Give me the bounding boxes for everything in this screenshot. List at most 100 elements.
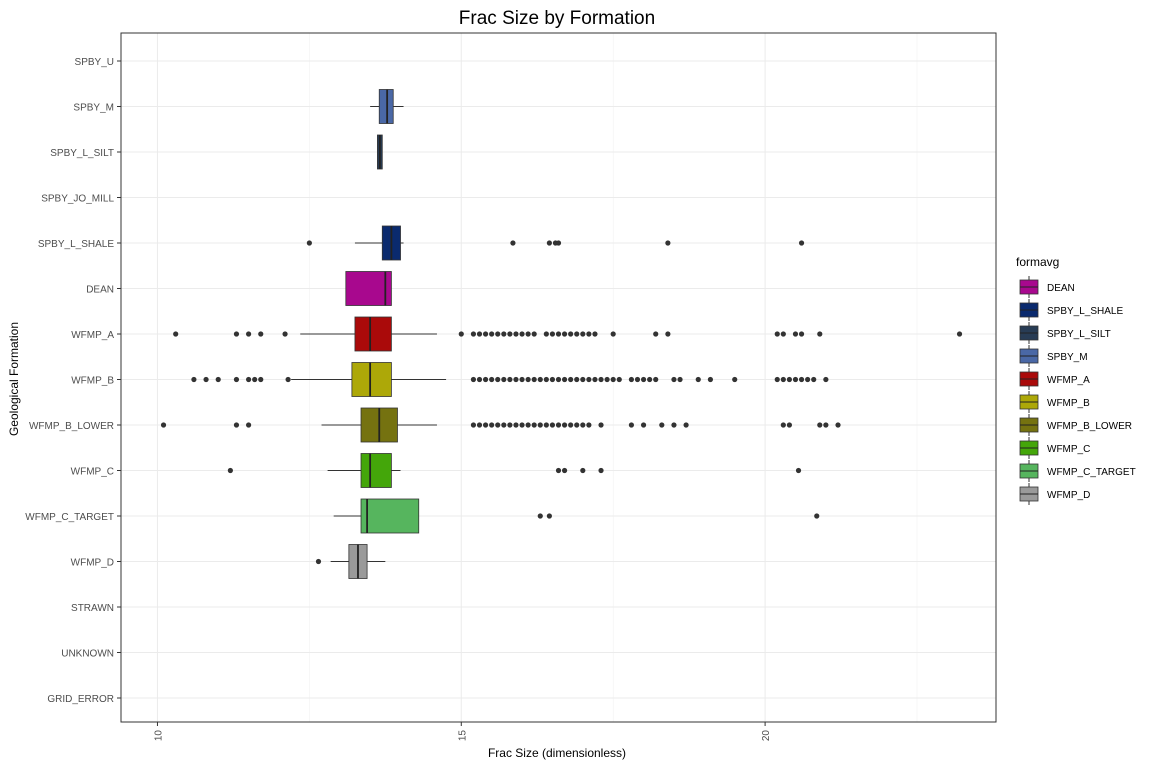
outlier-point bbox=[482, 422, 489, 428]
outlier-point bbox=[568, 376, 574, 383]
outlier-point bbox=[191, 376, 197, 383]
outlier-point bbox=[495, 376, 501, 383]
outlier-point bbox=[604, 376, 610, 383]
outlier-point bbox=[610, 376, 616, 383]
box-iqr bbox=[354, 316, 392, 352]
outlier-point bbox=[561, 376, 568, 383]
outlier-point bbox=[598, 467, 604, 474]
outlier-point bbox=[805, 376, 811, 383]
outlier-point bbox=[811, 376, 817, 383]
x-tick-label: 20 bbox=[761, 730, 772, 742]
outlier-point bbox=[252, 376, 258, 383]
outlier-point bbox=[306, 240, 312, 246]
outlier-point bbox=[315, 558, 322, 565]
outlier-point bbox=[519, 422, 525, 428]
outlier-point bbox=[531, 376, 537, 383]
y-tick-label: SPBY_U bbox=[75, 57, 114, 68]
outlier-point bbox=[653, 331, 659, 337]
outlier-point bbox=[653, 376, 659, 383]
outlier-point bbox=[489, 331, 495, 337]
outlier-point bbox=[732, 376, 738, 383]
y-tick-label: UNKNOWN bbox=[61, 649, 114, 660]
outlier-point bbox=[258, 376, 264, 383]
legend-item: SPBY_L_SHALE bbox=[1019, 299, 1123, 321]
outlier-point bbox=[501, 422, 507, 428]
outlier-point bbox=[665, 331, 671, 337]
outlier-point bbox=[546, 240, 552, 246]
outlier-point bbox=[470, 331, 477, 337]
legend-item: DEAN bbox=[1019, 276, 1075, 298]
outlier-point bbox=[233, 376, 240, 383]
outlier-point bbox=[537, 376, 543, 383]
outlier-point bbox=[233, 331, 240, 337]
outlier-point bbox=[616, 376, 622, 383]
legend-label: WFMP_C_TARGET bbox=[1047, 467, 1136, 478]
outlier-point bbox=[561, 422, 568, 428]
outlier-point bbox=[476, 376, 483, 383]
outlier-point bbox=[233, 422, 240, 428]
outlier-point bbox=[555, 376, 562, 383]
legend-label: WFMP_B bbox=[1047, 398, 1090, 409]
y-tick-label: WFMP_C bbox=[71, 467, 114, 478]
y-tick-label: SPBY_M bbox=[73, 103, 114, 114]
box-wfmp-c-target bbox=[333, 498, 820, 534]
outlier-point bbox=[780, 422, 786, 428]
outlier-point bbox=[640, 422, 647, 428]
legend-item: SPBY_M bbox=[1019, 345, 1088, 367]
outlier-point bbox=[592, 331, 598, 337]
outlier-point bbox=[470, 422, 477, 428]
x-axis-label: Frac Size (dimensionless) bbox=[488, 746, 626, 760]
outlier-point bbox=[665, 240, 671, 246]
chart-title: Frac Size by Formation bbox=[459, 8, 655, 29]
outlier-point bbox=[507, 331, 513, 337]
outlier-point bbox=[592, 376, 598, 383]
outlier-point bbox=[817, 331, 823, 337]
outlier-point bbox=[823, 422, 829, 428]
outlier-point bbox=[549, 422, 556, 428]
outlier-point bbox=[580, 422, 586, 428]
outlier-point bbox=[458, 331, 464, 337]
outlier-point bbox=[707, 376, 714, 383]
outlier-point bbox=[537, 513, 543, 519]
outlier-point bbox=[482, 331, 489, 337]
box-iqr bbox=[345, 271, 392, 306]
box-wfmp-b-lower bbox=[160, 407, 841, 443]
outlier-point bbox=[580, 467, 586, 474]
y-tick-label: SPBY_L_SHALE bbox=[38, 239, 114, 250]
outlier-point bbox=[659, 422, 665, 428]
outlier-point bbox=[519, 376, 525, 383]
outlier-point bbox=[640, 376, 647, 383]
outlier-point bbox=[677, 376, 683, 383]
outlier-point bbox=[956, 331, 963, 337]
box-wfmp-c bbox=[227, 453, 802, 488]
outlier-point bbox=[501, 331, 507, 337]
legend-title: formavg bbox=[1016, 255, 1059, 269]
outlier-point bbox=[495, 422, 501, 428]
outlier-point bbox=[525, 422, 531, 428]
outlier-point bbox=[519, 331, 525, 337]
outlier-point bbox=[543, 331, 549, 337]
outlier-point bbox=[798, 240, 805, 246]
outlier-point bbox=[598, 422, 604, 428]
outlier-point bbox=[489, 422, 495, 428]
outlier-point bbox=[246, 331, 252, 337]
legend-label: SPBY_L_SHALE bbox=[1047, 306, 1123, 317]
outlier-point bbox=[568, 331, 574, 337]
legend-item: WFMP_A bbox=[1019, 368, 1090, 390]
y-axis-label: Geological Formation bbox=[7, 322, 21, 436]
outlier-point bbox=[586, 376, 592, 383]
box-iqr bbox=[360, 498, 420, 534]
outlier-point bbox=[555, 240, 562, 246]
outlier-point bbox=[537, 422, 543, 428]
box-wfmp-d bbox=[315, 544, 386, 579]
outlier-point bbox=[792, 331, 799, 337]
outlier-point bbox=[501, 376, 507, 383]
legend-label: WFMP_D bbox=[1047, 490, 1090, 501]
outlier-point bbox=[786, 422, 793, 428]
outlier-point bbox=[780, 376, 786, 383]
outlier-point bbox=[543, 422, 549, 428]
outlier-point bbox=[513, 376, 519, 383]
legend: DEAN SPBY_L_SHALE SPBY_L_SILT SPBY_M WFMP_A W… bbox=[1019, 276, 1136, 505]
